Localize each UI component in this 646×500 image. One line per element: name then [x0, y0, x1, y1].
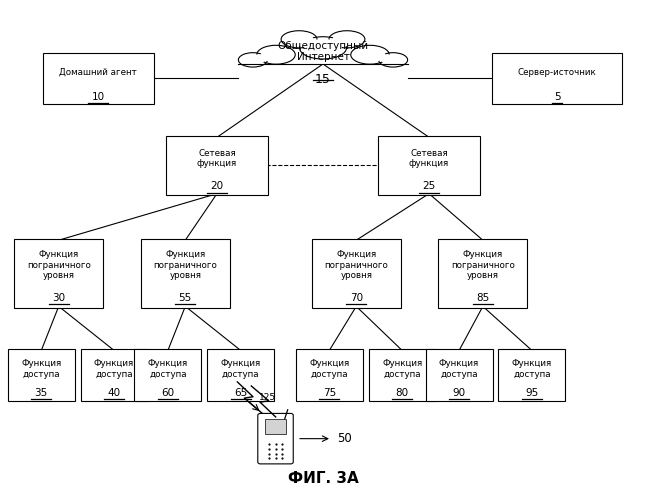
Text: Сетевая
функция: Сетевая функция — [197, 149, 237, 169]
Ellipse shape — [260, 47, 291, 62]
Text: 40: 40 — [107, 388, 121, 398]
Text: Функция
пограничного
уровня: Функция пограничного уровня — [451, 250, 515, 280]
Text: 50: 50 — [337, 432, 351, 445]
Text: Сетевая
функция: Сетевая функция — [409, 149, 449, 169]
FancyBboxPatch shape — [311, 238, 401, 308]
Text: 25: 25 — [422, 182, 435, 192]
Text: 30: 30 — [52, 293, 65, 303]
Text: Функция
доступа: Функция доступа — [94, 360, 134, 379]
FancyBboxPatch shape — [498, 349, 565, 401]
Text: Функция
доступа: Функция доступа — [382, 360, 422, 379]
Text: 80: 80 — [395, 388, 409, 398]
Text: 5: 5 — [554, 92, 561, 102]
Ellipse shape — [300, 36, 346, 59]
Text: Домашний агент: Домашний агент — [59, 68, 137, 77]
Ellipse shape — [381, 54, 404, 66]
Text: 75: 75 — [323, 388, 336, 398]
Text: 85: 85 — [476, 293, 490, 303]
FancyBboxPatch shape — [369, 349, 435, 401]
Ellipse shape — [329, 30, 365, 48]
Ellipse shape — [242, 54, 265, 66]
Text: 20: 20 — [211, 182, 224, 192]
Text: Функция
пограничного
уровня: Функция пограничного уровня — [26, 250, 90, 280]
FancyBboxPatch shape — [8, 349, 75, 401]
FancyBboxPatch shape — [14, 238, 103, 308]
FancyBboxPatch shape — [265, 419, 286, 434]
FancyBboxPatch shape — [378, 136, 480, 195]
Ellipse shape — [304, 39, 342, 57]
Ellipse shape — [285, 32, 313, 46]
FancyBboxPatch shape — [492, 52, 623, 104]
FancyBboxPatch shape — [438, 238, 528, 308]
Text: Общедоступный
Интернет: Общедоступный Интернет — [277, 40, 369, 62]
FancyBboxPatch shape — [296, 349, 363, 401]
Text: 95: 95 — [525, 388, 539, 398]
FancyBboxPatch shape — [258, 414, 293, 464]
Ellipse shape — [355, 47, 386, 62]
FancyBboxPatch shape — [43, 52, 154, 104]
Text: 65: 65 — [234, 388, 247, 398]
Text: Функция
доступа: Функция доступа — [512, 360, 552, 379]
Text: 15: 15 — [315, 73, 331, 86]
Text: 35: 35 — [35, 388, 48, 398]
Ellipse shape — [238, 52, 267, 67]
Text: 55: 55 — [179, 293, 192, 303]
Text: Функция
пограничного
уровня: Функция пограничного уровня — [153, 250, 217, 280]
Text: ФИГ. 3А: ФИГ. 3А — [287, 471, 359, 486]
FancyBboxPatch shape — [134, 349, 202, 401]
FancyBboxPatch shape — [141, 238, 230, 308]
Text: 60: 60 — [162, 388, 174, 398]
Ellipse shape — [351, 46, 390, 64]
Text: Функция
доступа: Функция доступа — [309, 360, 349, 379]
Text: 125: 125 — [259, 392, 276, 402]
Text: Функция
доступа: Функция доступа — [148, 360, 188, 379]
Ellipse shape — [379, 52, 408, 67]
Bar — [238, 56, 408, 64]
Text: Функция
доступа: Функция доступа — [439, 360, 479, 379]
Text: Функция
доступа: Функция доступа — [220, 360, 261, 379]
FancyBboxPatch shape — [426, 349, 493, 401]
Text: Сервер-источник: Сервер-источник — [518, 68, 597, 77]
Text: 90: 90 — [453, 388, 466, 398]
Text: 70: 70 — [349, 293, 363, 303]
FancyBboxPatch shape — [207, 349, 275, 401]
Text: Функция
доступа: Функция доступа — [21, 360, 61, 379]
FancyBboxPatch shape — [166, 136, 268, 195]
Ellipse shape — [333, 32, 361, 46]
Text: Функция
пограничного
уровня: Функция пограничного уровня — [324, 250, 388, 280]
FancyBboxPatch shape — [81, 349, 148, 401]
Text: 10: 10 — [92, 92, 105, 102]
Ellipse shape — [256, 46, 295, 64]
Ellipse shape — [281, 30, 317, 48]
